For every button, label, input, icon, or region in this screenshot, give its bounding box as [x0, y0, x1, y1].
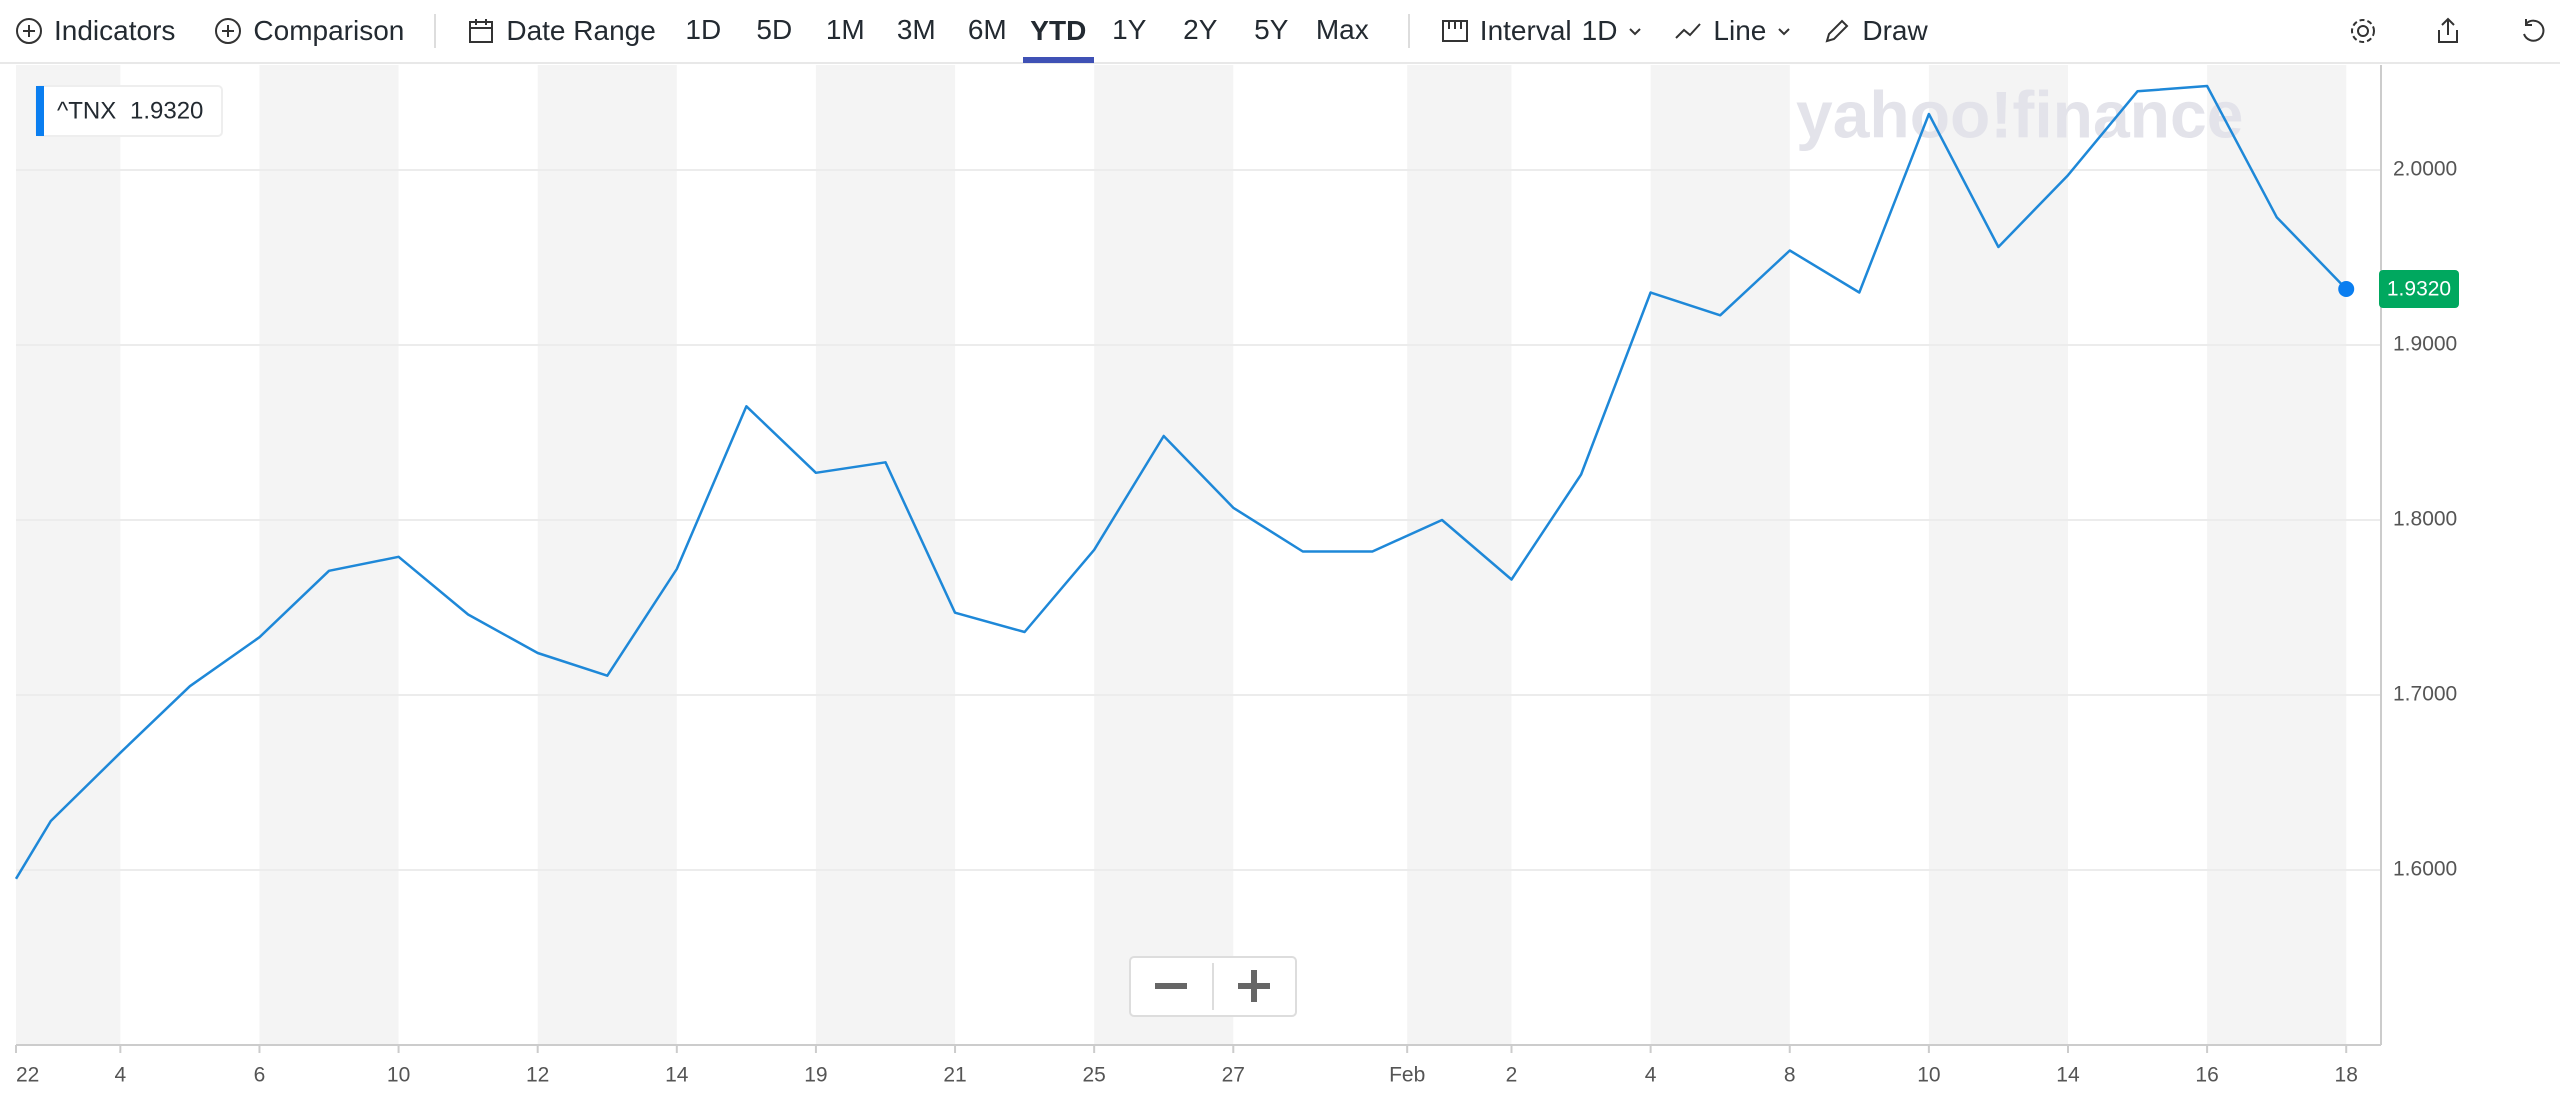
band-shade [1928, 65, 2068, 1045]
zoom-in-button[interactable] [1238, 970, 1270, 1002]
calendar-icon [469, 19, 494, 43]
x-tick-label: 10 [1917, 1064, 1940, 1087]
range-button[interactable]: 2Y [1183, 14, 1218, 45]
x-tick-label: 2 [1506, 1064, 1518, 1087]
price-tag [2379, 270, 2459, 308]
interval-button[interactable]: Interval 1D [1440, 15, 1644, 47]
band-shade [1650, 65, 1790, 1045]
comparison-label: Comparison [253, 15, 405, 46]
price-line [14, 84, 2348, 880]
x-tick-label: 16 [2195, 1064, 2218, 1087]
pencil-icon [1825, 19, 1849, 43]
x-tick-label: 12 [526, 1064, 549, 1087]
x-tick-label: 4 [1645, 1064, 1657, 1087]
x-tick-label: 19 [804, 1064, 827, 1087]
settings-icon[interactable] [2348, 16, 2378, 46]
x-tick-label: 22 [16, 1064, 39, 1087]
range-buttons: 1D 5D 1M 3M 6M YTD 1Y 2Y 5Y Max [668, 0, 1378, 63]
share-icon[interactable] [2433, 16, 2463, 46]
draw-label: Draw [1862, 15, 1928, 46]
plus-icon [16, 18, 42, 44]
band-shade [537, 65, 677, 1045]
y-tick-label: 1.7000 [2393, 683, 2457, 706]
range-button[interactable]: 1D [685, 14, 722, 45]
chart-style-button[interactable]: Line [1673, 15, 1792, 47]
band-shade [2207, 65, 2347, 1045]
chart-style-label: Line [1713, 15, 1767, 46]
x-tick-label: 14 [665, 1064, 689, 1087]
range-button[interactable]: Max [1315, 14, 1369, 45]
range-button[interactable]: 5Y [1254, 14, 1289, 45]
zoom-control [1129, 956, 1297, 1017]
x-tick-label: 10 [387, 1064, 410, 1087]
x-tick-label: 8 [1784, 1064, 1796, 1087]
indicators-label: Indicators [54, 15, 176, 46]
legend-swatch [36, 86, 44, 136]
date-range-label: Date Range [506, 15, 656, 46]
chevron [1778, 28, 1791, 36]
last-point [2338, 281, 2355, 297]
range-button[interactable]: YTD [1022, 0, 1094, 63]
separator [1407, 14, 1410, 48]
interval-label: Interval [1479, 15, 1572, 46]
x-tick-label: 18 [2335, 1064, 2358, 1087]
x-tick-label: 21 [943, 1064, 966, 1087]
comparison-button[interactable]: Comparison [213, 15, 404, 47]
band-shade [16, 65, 121, 1045]
interval-icon [1441, 20, 1468, 42]
x-tick-label: 4 [114, 1064, 126, 1087]
range-button[interactable]: 6M [967, 14, 1007, 45]
range-button[interactable]: 5D [756, 14, 793, 45]
legend-name: ^TNX [57, 97, 116, 124]
range-button[interactable]: 1Y [1112, 14, 1147, 45]
x-tick-label: 27 [1222, 1064, 1245, 1087]
x-tick-label: 14 [2056, 1064, 2080, 1087]
plus-icon [215, 18, 242, 44]
price-tag-label: 1.9320 [2387, 278, 2451, 301]
range-button[interactable]: 3M [896, 14, 936, 45]
y-tick-label: 1.9000 [2393, 333, 2457, 356]
separator [434, 14, 437, 48]
y-tick-label: 1.8000 [2393, 508, 2457, 531]
band-shade [1094, 65, 1234, 1045]
x-tick-label: Feb [1389, 1064, 1425, 1087]
y-tick-label: 1.6000 [2393, 858, 2457, 881]
interval-value: 1D [1581, 15, 1618, 46]
legend-value: 1.9320 [130, 97, 203, 124]
toolbar: Indicators Comparison Date Range 1D 5D 1M 3… [0, 0, 2560, 64]
range-button[interactable]: 1M [825, 14, 865, 45]
line-icon [1675, 23, 1702, 39]
chevron [1629, 28, 1642, 36]
band-shade [1407, 65, 1512, 1045]
x-tick-label: 25 [1082, 1064, 1105, 1087]
band-shade [815, 65, 956, 1045]
legend: ^TNX 1.9320 [35, 85, 223, 137]
band-shade [259, 65, 399, 1045]
x-tick-label: 6 [254, 1064, 266, 1087]
date-range-button[interactable]: Date Range [466, 15, 656, 47]
reset-icon[interactable] [2518, 16, 2548, 46]
draw-button[interactable]: Draw [1822, 15, 1928, 47]
indicators-button[interactable]: Indicators [14, 15, 175, 47]
y-tick-label: 2.0000 [2393, 158, 2457, 181]
